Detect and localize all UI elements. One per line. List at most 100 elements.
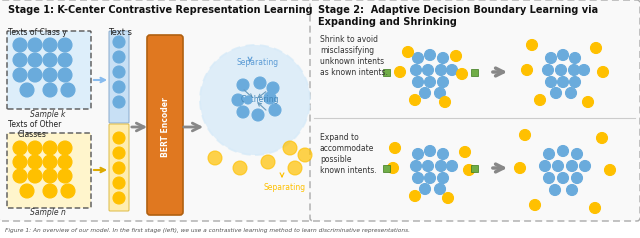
Text: BERT Encoder: BERT Encoder [161, 97, 170, 157]
Circle shape [413, 149, 424, 159]
Circle shape [435, 183, 445, 194]
Circle shape [419, 88, 431, 99]
Text: Stage 1: K-Center Contrastive Representation Learning: Stage 1: K-Center Contrastive Representa… [8, 5, 312, 15]
Circle shape [543, 64, 554, 75]
Circle shape [233, 161, 247, 175]
FancyBboxPatch shape [7, 31, 91, 109]
FancyBboxPatch shape [0, 0, 313, 221]
Circle shape [545, 53, 557, 64]
Circle shape [61, 184, 75, 198]
Circle shape [534, 94, 545, 105]
Circle shape [413, 173, 424, 183]
Circle shape [419, 183, 431, 194]
Circle shape [435, 64, 447, 75]
Text: Classes: Classes [18, 130, 47, 139]
FancyBboxPatch shape [310, 0, 640, 221]
Circle shape [438, 149, 449, 159]
Circle shape [557, 50, 568, 60]
Circle shape [568, 64, 579, 75]
Text: Texts of Class y: Texts of Class y [8, 28, 67, 37]
Circle shape [58, 38, 72, 52]
Circle shape [387, 163, 399, 174]
Circle shape [113, 51, 125, 63]
Circle shape [550, 88, 561, 99]
Text: misclassifying: misclassifying [320, 46, 374, 55]
Circle shape [545, 76, 557, 88]
Circle shape [579, 160, 591, 172]
Circle shape [58, 155, 72, 169]
Circle shape [598, 66, 609, 78]
Circle shape [422, 160, 433, 172]
Circle shape [113, 96, 125, 108]
Circle shape [424, 76, 435, 88]
Circle shape [58, 68, 72, 82]
Circle shape [460, 147, 470, 158]
Circle shape [113, 66, 125, 78]
Bar [470, 69, 477, 75]
Circle shape [43, 155, 57, 169]
Text: Expand to: Expand to [320, 133, 359, 142]
Circle shape [13, 38, 27, 52]
Text: unknown intents: unknown intents [320, 57, 384, 66]
Circle shape [13, 169, 27, 183]
Circle shape [244, 96, 252, 104]
Circle shape [264, 92, 276, 104]
Circle shape [422, 64, 433, 75]
Circle shape [113, 192, 125, 204]
Circle shape [540, 160, 550, 172]
Text: Separating: Separating [264, 183, 306, 192]
Circle shape [442, 193, 454, 203]
Circle shape [13, 141, 27, 155]
Circle shape [463, 164, 474, 175]
Circle shape [543, 173, 554, 183]
Circle shape [13, 68, 27, 82]
Circle shape [556, 64, 566, 75]
Circle shape [113, 147, 125, 159]
Circle shape [447, 160, 458, 172]
Circle shape [557, 173, 568, 183]
Circle shape [413, 53, 424, 64]
Circle shape [451, 50, 461, 61]
Circle shape [456, 69, 467, 79]
Text: Gathering: Gathering [241, 95, 279, 104]
Circle shape [267, 82, 279, 94]
Circle shape [113, 36, 125, 48]
Circle shape [298, 148, 312, 162]
Circle shape [522, 64, 532, 75]
Circle shape [43, 83, 57, 97]
Circle shape [58, 53, 72, 67]
Circle shape [254, 77, 266, 89]
Circle shape [589, 203, 600, 213]
Text: Stage 2:  Adaptive Decision Boundary Learning via
Expanding and Shrinking: Stage 2: Adaptive Decision Boundary Lear… [318, 5, 598, 27]
Circle shape [237, 106, 249, 118]
Circle shape [424, 50, 435, 60]
Bar [470, 164, 477, 172]
Text: possible: possible [320, 155, 351, 164]
Circle shape [43, 184, 57, 198]
Circle shape [43, 53, 57, 67]
Circle shape [424, 145, 435, 157]
Circle shape [527, 40, 538, 50]
Circle shape [520, 129, 531, 140]
FancyBboxPatch shape [109, 31, 129, 123]
Circle shape [28, 169, 42, 183]
Circle shape [43, 38, 57, 52]
Circle shape [543, 149, 554, 159]
Bar [383, 164, 390, 172]
Circle shape [113, 162, 125, 174]
Circle shape [232, 94, 244, 106]
Circle shape [283, 141, 297, 155]
Circle shape [394, 66, 406, 78]
Circle shape [43, 169, 57, 183]
Circle shape [58, 169, 72, 183]
Circle shape [438, 173, 449, 183]
Bar [383, 69, 390, 75]
Circle shape [435, 160, 447, 172]
Circle shape [28, 155, 42, 169]
Circle shape [410, 94, 420, 105]
Text: Separating: Separating [237, 58, 279, 67]
Circle shape [410, 160, 422, 172]
Circle shape [557, 76, 568, 88]
Circle shape [208, 151, 222, 165]
Text: as known intents.: as known intents. [320, 68, 388, 77]
